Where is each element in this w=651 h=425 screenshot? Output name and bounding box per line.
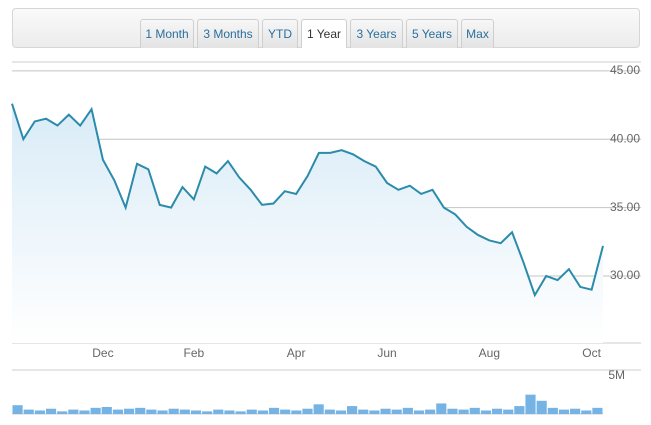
volume-bar: [558, 409, 570, 414]
range-tab[interactable]: 1 Month: [140, 19, 194, 48]
volume-bar: [413, 410, 425, 414]
x-tick-label: Dec: [92, 346, 113, 360]
range-tab[interactable]: Max: [461, 19, 494, 48]
volume-bar: [257, 410, 268, 414]
volume-bar: [425, 409, 436, 414]
volume-bar: [246, 409, 257, 414]
volume-bar: [12, 405, 23, 414]
x-tick-label: Apr: [287, 346, 306, 360]
y-tick-label: 40.00: [610, 131, 640, 145]
volume-bar: [224, 410, 235, 414]
range-tab[interactable]: 3 Years: [350, 19, 403, 48]
volume-bar: [302, 408, 313, 414]
volume-bar: [179, 409, 190, 414]
volume-bar: [268, 407, 280, 414]
volume-bar: [34, 410, 45, 414]
volume-bar: [23, 409, 34, 414]
range-tab[interactable]: 5 Years: [406, 19, 458, 48]
range-tab[interactable]: 3 Months: [197, 19, 259, 48]
volume-bar: [503, 409, 514, 414]
volume-bar: [313, 404, 324, 414]
volume-bar: [45, 408, 57, 414]
volume-bar: [536, 400, 547, 414]
volume-bar: [380, 408, 391, 414]
volume-bar: [480, 410, 491, 414]
volume-bar: [190, 410, 202, 414]
volume-bar: [469, 407, 480, 414]
volume-bar: [57, 411, 68, 414]
volume-bar: [391, 409, 402, 414]
volume-bar: [280, 409, 291, 414]
area: [12, 103, 603, 343]
volume-bar: [101, 406, 112, 414]
volume-bar: [458, 409, 469, 414]
x-tick-label: Feb: [184, 346, 205, 360]
volume-bar: [291, 410, 302, 414]
volume-bar: [202, 411, 213, 414]
volume-bar: [514, 406, 525, 414]
volume-bar: [447, 408, 458, 414]
volume-bar: [124, 408, 135, 414]
x-tick-label: Oct: [582, 346, 601, 360]
y-tick-label: 45.00: [610, 63, 640, 77]
volume-bar: [491, 408, 503, 414]
volume-bar: [570, 408, 581, 414]
y-tick-label: 5M: [608, 368, 625, 382]
volume-bar: [157, 410, 168, 414]
volume-bar: [168, 408, 179, 414]
volume-bar: [436, 403, 447, 414]
volume-bar: [335, 410, 347, 414]
volume-bar: [324, 409, 335, 414]
volume-bar: [68, 409, 79, 414]
volume-bar: [592, 407, 603, 414]
price-line: [11, 103, 604, 298]
volume-bar: [235, 411, 246, 414]
volume-bar: [112, 409, 124, 414]
x-tick-label: Aug: [479, 346, 500, 360]
volume-bar: [213, 409, 224, 414]
range-tab[interactable]: YTD: [262, 19, 298, 48]
y-tick-label: 30.00: [610, 268, 640, 282]
volume-bar: [135, 407, 146, 414]
y-tick-label: 35.00: [610, 200, 640, 214]
volume-bar: [358, 409, 369, 414]
x-tick-label: Jun: [377, 346, 396, 360]
volume-bar: [525, 394, 536, 414]
volume-bar: [146, 409, 157, 414]
volume-bar: [90, 407, 101, 414]
volume-bar: [402, 407, 413, 414]
range-bar: 1 Month 3 Months YTD 1 Year 3 Years 5 Years Ma…: [12, 8, 640, 48]
range-tab[interactable]: 1 Year: [301, 19, 347, 48]
volume-bar: [581, 410, 592, 414]
volume-bar: [369, 410, 380, 414]
volume-bar: [347, 406, 358, 414]
volume-bar: [79, 410, 90, 414]
volume-bar: [547, 407, 558, 414]
